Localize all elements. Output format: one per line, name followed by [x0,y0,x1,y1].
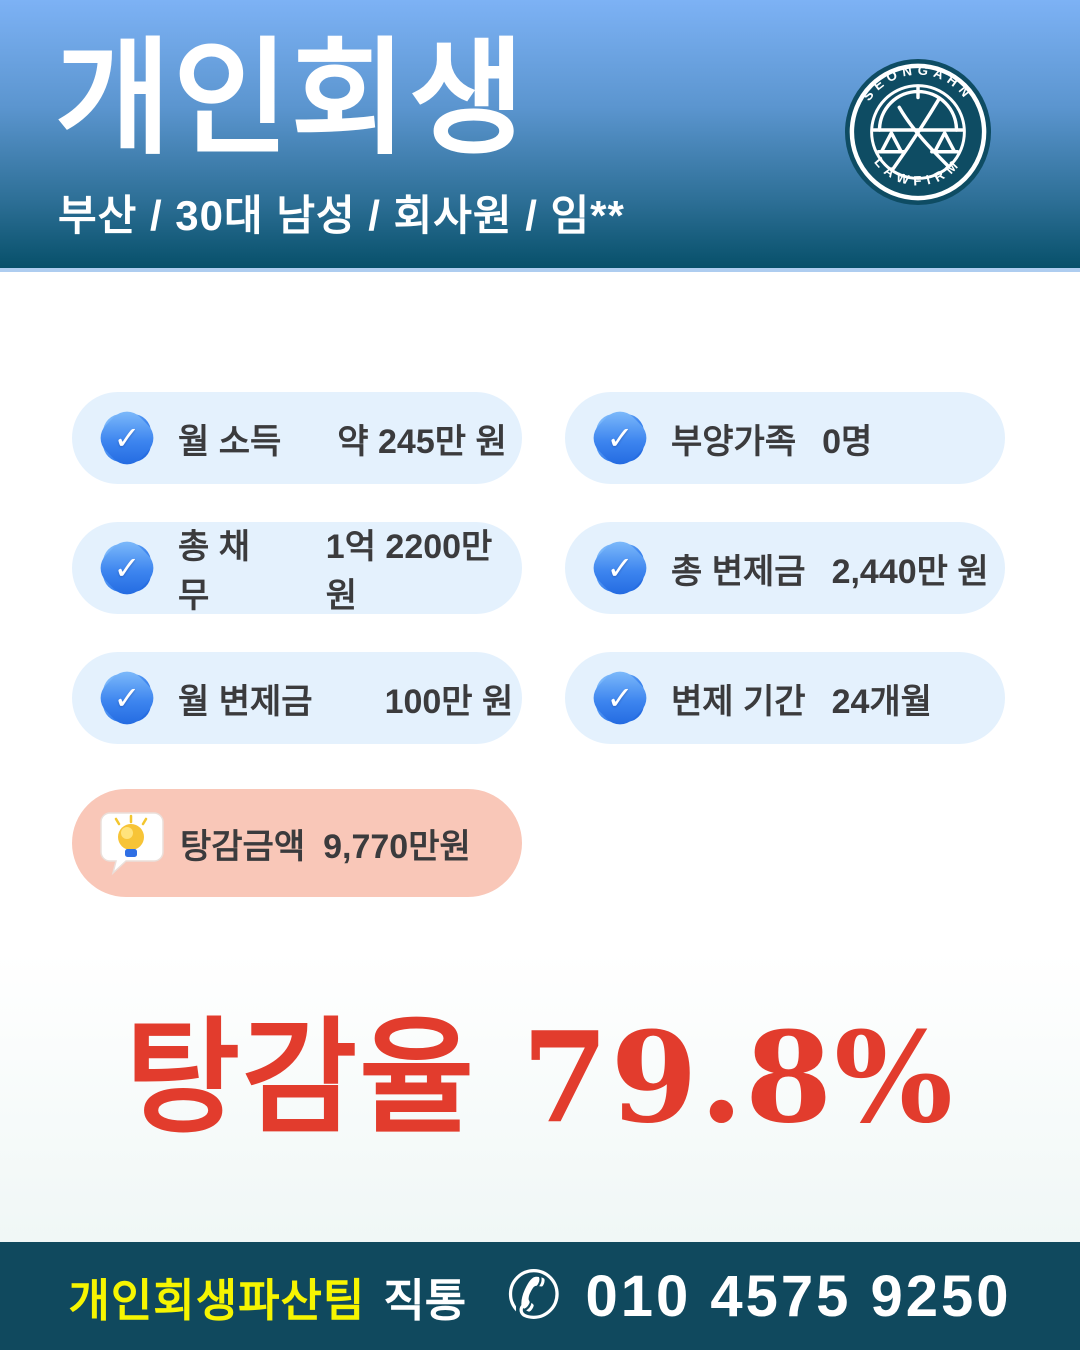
card-value: 약 245만 원 [337,422,507,461]
team-label: 개인회생파산팀 [68,1274,366,1326]
check-badge-icon: ✓ [591,539,649,597]
footer: 개인회생파산팀 직통 ✆ 010 4575 9250 [0,1242,1080,1350]
header: 개인회생 부산 / 30대 남성 / 회사원 / 임** SEONGAHN LA… [0,0,1080,272]
highlight-label: 탕감금액 [180,827,306,866]
lightbulb-bubble-icon [96,810,166,876]
card-value: 100만 원 [384,682,514,721]
card-label: 부양가족 [671,422,797,461]
info-card-repayment-period: ✓ 변제 기간 24개월 [565,652,1005,744]
page-title: 개인회생 [55,28,527,169]
card-value: 2,440만 원 [831,552,989,591]
forgiveness-rate-headline: 탕감율 79.8% [125,1005,955,1151]
lawfirm-logo: SEONGAHN LAWFIRM [844,58,992,206]
direct-label: 직통 [383,1274,467,1326]
card-value: 1억 2200만 원 [325,528,493,615]
check-badge-icon: ✓ [591,669,649,727]
card-value: 24개월 [831,682,932,721]
phone-number[interactable]: 010 4575 9250 [585,1263,1012,1329]
card-label: 총 변제금 [671,552,806,591]
content-area: ✓ 월 소득 약 245만 원 ✓ 부양가족 0명 ✓ 총 채무 1억 2200… [0,276,1080,1242]
card-label: 월 변제금 [178,682,313,721]
scales-of-justice-icon: SEONGAHN LAWFIRM [844,58,992,206]
card-label: 변제 기간 [671,682,806,721]
check-badge-icon: ✓ [98,669,156,727]
check-badge-icon: ✓ [98,409,156,467]
phone-icon: ✆ [506,1257,562,1334]
info-card-total-repayment: ✓ 총 변제금 2,440만 원 [565,522,1005,614]
info-card-monthly-income: ✓ 월 소득 약 245만 원 [72,392,522,484]
card-value: 0명 [822,422,873,461]
info-card-monthly-repayment: ✓ 월 변제금 100만 원 [72,652,522,744]
card-label: 월 소득 [178,422,282,461]
check-badge-icon: ✓ [591,409,649,467]
highlight-value: 9,770만원 [323,827,471,866]
case-subtitle: 부산 / 30대 남성 / 회사원 / 임** [58,192,625,239]
check-badge-icon: ✓ [98,539,156,597]
forgiven-amount-card: 탕감금액 9,770만원 [72,789,522,897]
card-label: 총 채무 [178,528,251,615]
info-card-total-debt: ✓ 총 채무 1억 2200만 원 [72,522,522,615]
info-card-dependents: ✓ 부양가족 0명 [565,392,1005,484]
